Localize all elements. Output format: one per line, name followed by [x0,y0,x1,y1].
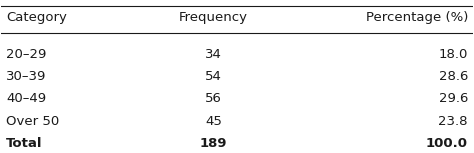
Text: Total: Total [6,137,43,150]
Text: 20–29: 20–29 [6,48,46,61]
Text: 100.0: 100.0 [426,137,468,150]
Text: 56: 56 [205,92,222,105]
Text: 54: 54 [205,70,222,83]
Text: 23.8: 23.8 [438,115,468,128]
Text: 34: 34 [205,48,222,61]
Text: 189: 189 [200,137,227,150]
Text: 29.6: 29.6 [438,92,468,105]
Text: Percentage (%): Percentage (%) [365,11,468,24]
Text: 40–49: 40–49 [6,92,46,105]
Text: 18.0: 18.0 [438,48,468,61]
Text: Category: Category [6,11,67,24]
Text: 45: 45 [205,115,222,128]
Text: 30–39: 30–39 [6,70,46,83]
Text: Frequency: Frequency [179,11,248,24]
Text: 28.6: 28.6 [438,70,468,83]
Text: Over 50: Over 50 [6,115,59,128]
